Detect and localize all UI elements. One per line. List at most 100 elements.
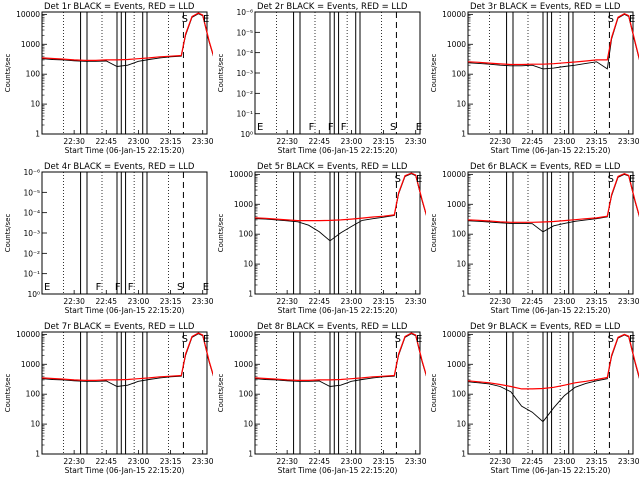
y-axis-label: Counts/sec (4, 374, 12, 413)
x-tick-label: 23:30 (192, 457, 213, 466)
y-tick-label: 1000 (21, 40, 40, 49)
x-tick-label: 23:30 (405, 137, 426, 146)
plot-frame (41, 11, 208, 135)
chart-svg-3: Det 3r BLACK = Events, RED = LLD 22:30 22:… (430, 2, 640, 155)
plot-frame (41, 331, 208, 455)
plot-frame (467, 11, 634, 135)
y-tick-label: 10⁻⁶ (236, 8, 253, 17)
y-tick-label: 100 (239, 390, 254, 399)
x-tick-label: 23:30 (405, 457, 426, 466)
x-tick-label: 23:00 (554, 457, 576, 466)
y-tick-label: 10 (456, 260, 466, 269)
y-tick-label: 1 (461, 290, 466, 299)
flag-letter: F (309, 122, 315, 133)
flag-letter: E (629, 334, 635, 345)
y-tick-label: 10000 (442, 330, 466, 339)
x-tick-label: 22:30 (63, 137, 85, 146)
x-tick-label: 23:00 (128, 457, 150, 466)
plot-frame (467, 171, 634, 295)
detector-panel-9: Det 9r BLACK = Events, RED = LLD 22:30 22:… (426, 320, 640, 480)
series-lld-line (467, 173, 640, 223)
x-tick-label: 23:00 (341, 297, 363, 306)
chart-svg-8: Det 8r BLACK = Events, RED = LLD 22:30 22:… (217, 322, 463, 475)
y-tick-label: 10⁻⁵ (23, 188, 40, 197)
y-axis-label: Counts/sec (430, 54, 438, 93)
flag-letter: F (115, 282, 121, 293)
y-tick-label: 100 (452, 70, 467, 79)
chart-svg-2: Det 2r BLACK = Events, RED = LLD 22:30 22:… (217, 2, 459, 155)
x-axis-label: Start Time (06-Jan-15 22:15:20) (65, 466, 185, 475)
x-tick-label: 23:00 (341, 137, 363, 146)
flag-letter: S (608, 174, 614, 185)
plot-frame (467, 331, 634, 455)
chart-title: Det 7r BLACK = Events, RED = LLD (44, 322, 195, 332)
chart-title: Det 5r BLACK = Events, RED = LLD (257, 162, 408, 172)
y-tick-label: 100 (26, 70, 41, 79)
y-tick-label: 10000 (229, 330, 253, 339)
flag-letter: E (629, 14, 635, 25)
y-axis-label: Counts/sec (430, 214, 438, 253)
x-tick-label: 23:00 (128, 297, 150, 306)
y-tick-label: 10000 (16, 10, 40, 19)
y-tick-label: 10 (243, 420, 253, 429)
series-lld-line (254, 172, 463, 222)
y-tick-label: 1000 (447, 360, 466, 369)
flag-letter: E (416, 174, 422, 185)
detector-panel-7: Det 7r BLACK = Events, RED = LLD 22:30 22:… (0, 320, 250, 480)
flag-letter: S (182, 334, 188, 345)
flag-letter: F (328, 122, 334, 133)
y-tick-label: 10⁻³ (23, 229, 40, 238)
chart-title: Det 8r BLACK = Events, RED = LLD (257, 322, 408, 332)
x-tick-label: 22:30 (276, 297, 298, 306)
detector-panel-3: Det 3r BLACK = Events, RED = LLD 22:30 22:… (426, 0, 640, 160)
y-tick-label: 10 (243, 260, 253, 269)
y-tick-label: 10 (30, 420, 40, 429)
y-tick-label: 1000 (447, 40, 466, 49)
flag-letter: E (416, 334, 422, 345)
x-tick-label: 22:30 (489, 457, 511, 466)
y-tick-label: 1000 (234, 360, 253, 369)
y-tick-label: 100 (452, 390, 467, 399)
x-tick-label: 23:30 (618, 137, 639, 146)
chart-title: Det 4r BLACK = Events, RED = LLD (44, 162, 195, 172)
x-tick-label: 23:15 (160, 137, 182, 146)
x-axis-label: Start Time (06-Jan-15 22:15:20) (491, 306, 611, 315)
y-tick-label: 10 (456, 420, 466, 429)
y-tick-label: 1 (248, 450, 253, 459)
x-tick-label: 22:45 (95, 297, 117, 306)
x-axis-label: Start Time (06-Jan-15 22:15:20) (278, 306, 398, 315)
y-tick-label: 10 (30, 100, 40, 109)
y-tick-label: 100 (239, 230, 254, 239)
y-tick-label: 1000 (21, 360, 40, 369)
x-tick-label: 23:00 (554, 137, 576, 146)
flag-letter: S (608, 14, 614, 25)
flag-letter: S (177, 282, 183, 293)
flag-letter: F (96, 282, 102, 293)
chart-svg-9: Det 9r BLACK = Events, RED = LLD 22:30 22:… (430, 322, 640, 475)
x-tick-label: 23:15 (373, 457, 395, 466)
x-tick-label: 23:30 (618, 457, 639, 466)
flag-letter: F (128, 282, 134, 293)
x-tick-label: 23:15 (586, 457, 608, 466)
chart-title: Det 6r BLACK = Events, RED = LLD (470, 162, 621, 172)
y-tick-label: 10000 (229, 170, 253, 179)
detector-panel-8: Det 8r BLACK = Events, RED = LLD 22:30 22:… (213, 320, 463, 480)
y-axis-label: Counts/sec (217, 54, 225, 93)
flag-letter: S (395, 334, 401, 345)
x-tick-label: 23:15 (586, 137, 608, 146)
y-tick-label: 10⁻² (236, 89, 253, 98)
x-tick-label: 22:30 (276, 457, 298, 466)
flag-letter: E (203, 14, 209, 25)
chart-svg-1: Det 1r BLACK = Events, RED = LLD 22:30 22:… (4, 2, 250, 155)
x-tick-label: 22:45 (521, 457, 543, 466)
y-tick-label: 10⁻⁶ (23, 168, 40, 177)
y-tick-label: 10⁻⁴ (23, 209, 40, 218)
flag-letter: E (416, 122, 422, 133)
x-tick-label: 22:30 (63, 457, 85, 466)
x-tick-label: 22:30 (276, 137, 298, 146)
series-lld-line (41, 332, 250, 382)
x-tick-label: 23:30 (192, 297, 213, 306)
plot-frame (254, 331, 421, 455)
x-tick-label: 23:00 (341, 457, 363, 466)
x-tick-label: 23:30 (618, 297, 639, 306)
